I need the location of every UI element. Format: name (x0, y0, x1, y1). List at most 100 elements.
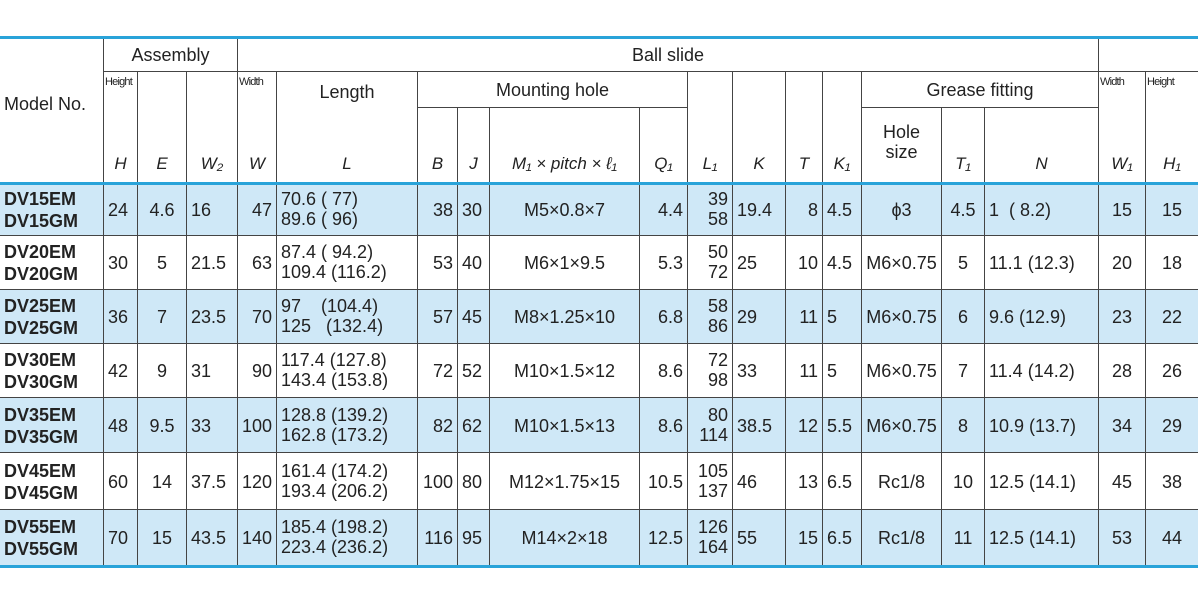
cell-text: 24 (108, 199, 129, 220)
data-cell: 36 (104, 290, 138, 344)
header-text: Length (319, 82, 375, 102)
column-header: Width W₁ (1099, 72, 1146, 183)
data-cell: 12.5 (14.1) (985, 510, 1099, 566)
data-cell: 7 (942, 344, 985, 398)
column-header: Height H₁ (1146, 72, 1198, 183)
cell-text: 57 (432, 307, 453, 327)
cell-text: 164 (697, 537, 728, 557)
cell-text: 72 (707, 350, 728, 370)
cell-text: 193.4 (206.2) (281, 480, 389, 501)
data-cell: 8 (786, 183, 823, 236)
cell-text: 12.5 (14.1) (989, 528, 1077, 548)
cell-text: 39 (707, 188, 728, 209)
data-cell: Rc1/8 (862, 510, 942, 566)
cell-text: 8.6 (657, 415, 683, 436)
cell-text: 21.5 (191, 253, 227, 273)
cell-text: 125 (132.4) (281, 316, 384, 336)
header-text: Grease fitting (926, 80, 1034, 100)
column-header: J (458, 108, 490, 183)
data-cell: 15 (1099, 183, 1146, 236)
cell-text: 4.4 (657, 199, 683, 220)
data-cell: M6×0.75 (862, 236, 942, 290)
data-cell: 45 (458, 290, 490, 344)
model-name: DV15EM (4, 188, 77, 209)
cell-text: 128.8 (139.2) (281, 404, 389, 425)
cell-text: 137 (697, 480, 728, 501)
cell-text: 10 (797, 253, 818, 273)
cell-text: 22 (1161, 307, 1183, 327)
column-header: B (418, 108, 458, 183)
cell-text: 70 (251, 307, 272, 327)
data-cell: 1 ( 8.2) (985, 183, 1099, 236)
data-cell: 11.1 (12.3) (985, 236, 1099, 290)
cell-text: 38 (432, 199, 453, 220)
column-header: T (786, 72, 823, 183)
cell-text: 37.5 (191, 471, 227, 492)
data-cell: 38 (1146, 453, 1198, 510)
column-symbol: H₁ (1163, 154, 1181, 173)
model-name: DV25GM (4, 318, 79, 338)
data-cell: 38 (418, 183, 458, 236)
data-cell: 11 (786, 344, 823, 398)
data-cell: 24 (104, 183, 138, 236)
column-symbol: H (114, 154, 127, 173)
model-cell: DV15EM DV15GM (0, 183, 104, 236)
data-cell: 117.4 (127.8) 143.4 (153.8) (277, 344, 418, 398)
cell-text: 11.1 (12.3) (989, 253, 1075, 273)
cell-text: 10 (952, 471, 974, 492)
cell-text: 33 (191, 415, 212, 436)
cell-text: M5×0.8×7 (523, 199, 606, 220)
cell-text: 90 (251, 361, 272, 381)
model-name: DV45GM (4, 482, 79, 503)
cell-text: 8 (957, 415, 968, 436)
data-cell: 13 (786, 453, 823, 510)
data-cell: 26 (1146, 344, 1198, 398)
data-cell: 30 (458, 183, 490, 236)
cell-text: 11 (799, 307, 818, 327)
data-cell: 38.5 (733, 398, 786, 453)
data-cell: 70 (104, 510, 138, 566)
data-cell: ϕ3 (862, 183, 942, 236)
data-cell: 8 (942, 398, 985, 453)
data-cell: 6.5 (823, 510, 862, 566)
cell-text: 4.6 (149, 199, 175, 220)
data-cell: 140 (238, 510, 277, 566)
cell-text: 100 (242, 415, 273, 436)
data-cell: 100 (418, 453, 458, 510)
data-cell: 14 (138, 453, 187, 510)
cell-text: 15 (797, 528, 818, 548)
data-cell: 8.6 (640, 398, 688, 453)
column-symbol: J (469, 154, 478, 173)
model-name: DV55GM (4, 539, 79, 559)
column-symbol: M₁ × pitch × ℓ₁ (511, 154, 618, 173)
cell-text: 1 ( 8.2) (989, 199, 1052, 220)
column-symbol: L (342, 154, 352, 173)
cell-text: 117.4 (127.8) (281, 350, 387, 370)
data-cell: 63 (238, 236, 277, 290)
cell-text: 89.6 ( 96) (281, 208, 359, 229)
data-cell: 12 (786, 398, 823, 453)
cell-text: 12.5 (647, 528, 683, 548)
assembly-header: Assembly (104, 37, 238, 72)
data-cell: 11.4 (14.2) (985, 344, 1099, 398)
cell-text: 5 (827, 361, 838, 381)
data-cell: 46 (733, 453, 786, 510)
cell-text: 46 (737, 471, 758, 492)
data-cell: 50 72 (688, 236, 733, 290)
data-cell: 30 (104, 236, 138, 290)
header-text: Mounting hole (495, 80, 610, 100)
data-cell: M6×1×9.5 (490, 236, 640, 290)
data-cell: 16 (187, 183, 238, 236)
column-header: Width W (238, 72, 277, 183)
data-cell: 72 98 (688, 344, 733, 398)
data-cell: M5×0.8×7 (490, 183, 640, 236)
data-cell: 9.6 (12.9) (985, 290, 1099, 344)
cell-text: 143.4 (153.8) (281, 370, 389, 390)
mounting-hole-header: Mounting hole (418, 72, 688, 108)
cell-text: 30 (108, 253, 129, 273)
cell-text: 5 (156, 253, 167, 273)
data-cell: 10.5 (640, 453, 688, 510)
data-cell: 40 (458, 236, 490, 290)
data-cell: 10 (786, 236, 823, 290)
cell-text: 30 (462, 199, 483, 220)
